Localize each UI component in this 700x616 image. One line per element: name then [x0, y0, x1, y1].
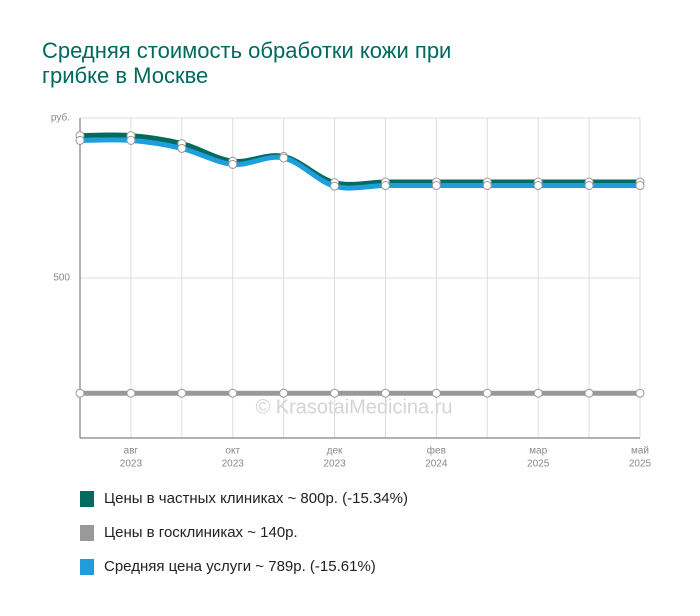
x-tick-label: 2023	[120, 459, 143, 470]
legend-swatch	[80, 491, 94, 507]
data-point	[431, 388, 441, 398]
x-tick-label: 2025	[629, 459, 652, 470]
data-point	[431, 181, 441, 191]
data-point	[126, 135, 136, 145]
data-point	[228, 388, 238, 398]
y-tick-label: руб.	[51, 112, 70, 124]
x-tick-label: 2023	[222, 459, 245, 470]
data-point	[482, 388, 492, 398]
data-point	[177, 143, 187, 153]
legend-swatch	[80, 559, 94, 575]
data-point	[330, 388, 340, 398]
legend-swatch	[80, 525, 94, 541]
data-point	[380, 388, 390, 398]
x-tick-label: авг	[124, 446, 139, 457]
data-point	[279, 388, 289, 398]
data-point	[635, 388, 645, 398]
x-tick-label: мар	[529, 446, 547, 457]
data-point	[75, 135, 85, 145]
data-point	[533, 388, 543, 398]
data-point	[533, 181, 543, 191]
x-tick-label: 2024	[425, 459, 448, 470]
x-tick-label: май	[631, 446, 649, 457]
x-tick-label: фев	[427, 445, 446, 457]
x-tick-label: 2023	[323, 459, 346, 470]
data-point	[380, 181, 390, 191]
legend-text: Цены в госклиниках ~ 140р.	[104, 524, 298, 541]
data-point	[279, 153, 289, 163]
y-tick-label: 500	[53, 273, 70, 284]
data-point	[635, 181, 645, 191]
data-point	[584, 181, 594, 191]
legend-text: Средняя цена услуги ~ 789р. (-15.61%)	[104, 558, 376, 575]
data-point	[75, 388, 85, 398]
chart-title: Средняя стоимость обработки кожи при	[42, 38, 451, 63]
data-point	[584, 388, 594, 398]
data-point	[330, 181, 340, 191]
x-tick-label: окт	[225, 446, 240, 457]
chart-title: грибке в Москве	[42, 63, 208, 88]
legend-text: Цены в частных клиниках ~ 800р. (-15.34%…	[104, 490, 408, 507]
data-point	[228, 159, 238, 169]
data-point	[177, 388, 187, 398]
x-tick-label: 2025	[527, 459, 550, 470]
watermark: © KrasotaiMedicina.ru	[255, 396, 452, 418]
data-point	[482, 181, 492, 191]
data-point	[126, 388, 136, 398]
x-tick-label: дек	[327, 446, 343, 457]
